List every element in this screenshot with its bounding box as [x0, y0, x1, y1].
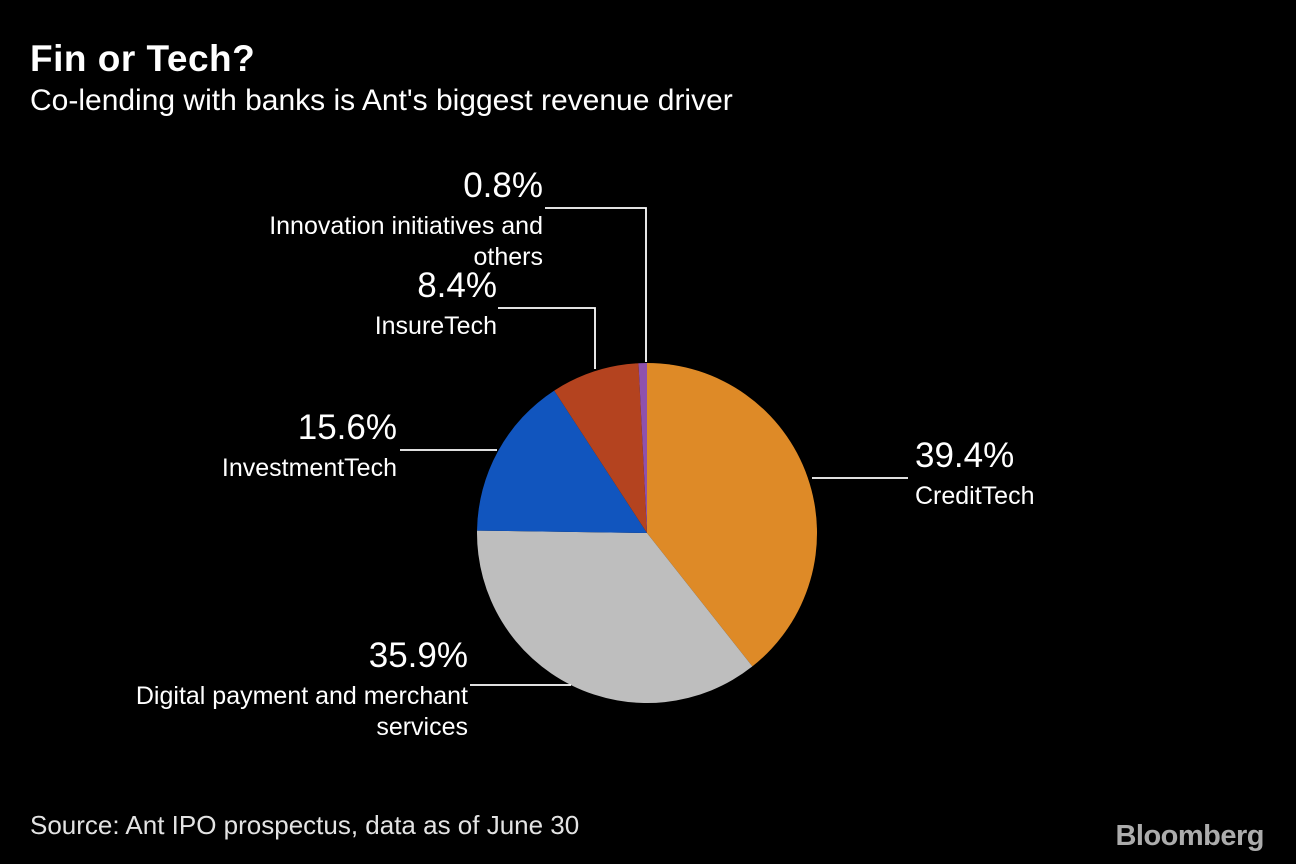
slice-name-label: InvestmentTech [221, 454, 397, 482]
callout-innovation: 0.8% Innovation initiatives and others [217, 166, 543, 273]
pie-slice [647, 363, 818, 667]
slice-value-label: 39.4% [915, 436, 1015, 475]
pie-slice [477, 530, 753, 704]
leader-line [545, 207, 647, 362]
slice-name-label: InsureTech [374, 312, 497, 340]
leader-lines [400, 207, 908, 686]
callout-insuretech: 8.4% InsureTech [177, 266, 497, 342]
bloomberg-logo: Bloomberg [1115, 820, 1264, 852]
pie-slices [477, 362, 818, 704]
callout-digital-payment: 35.9% Digital payment and merchant servi… [76, 636, 468, 743]
leader-line [498, 307, 596, 369]
callout-credittech: 39.4% CreditTech [915, 436, 1235, 512]
slice-name-label: CreditTech [915, 482, 1035, 510]
source-note: Source: Ant IPO prospectus, data as of J… [30, 810, 580, 840]
slice-value-label: 8.4% [417, 266, 497, 305]
slice-name-label: Digital payment and merchant services [135, 682, 468, 741]
chart-title: Fin or Tech? [30, 38, 256, 79]
pie-slice [554, 363, 647, 533]
pie-slice [477, 390, 647, 533]
callout-investmenttech: 15.6% InvestmentTech [77, 408, 397, 484]
chart-subtitle: Co-lending with banks is Ant's biggest r… [30, 84, 733, 117]
slice-value-label: 0.8% [463, 166, 543, 205]
pie-slice [638, 362, 647, 533]
slice-value-label: 35.9% [368, 636, 468, 675]
slice-value-label: 15.6% [297, 408, 397, 447]
slice-name-label: Innovation initiatives and others [269, 212, 543, 271]
